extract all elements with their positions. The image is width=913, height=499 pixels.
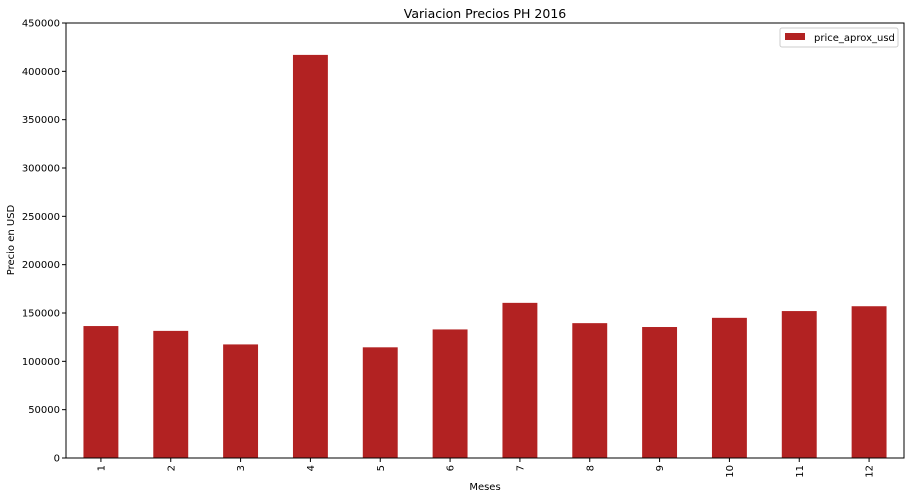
y-tick-label: 50000 bbox=[28, 405, 60, 416]
y-axis-label: Precio en USD bbox=[6, 204, 17, 275]
bar bbox=[432, 329, 468, 458]
bar bbox=[223, 344, 259, 458]
y-axis-ticks: 0 50000 100000 150000 200000 250000 300000 3500… bbox=[22, 19, 66, 465]
x-axis-label: Meses bbox=[469, 482, 500, 493]
legend-label: price_aprox_usd bbox=[814, 33, 895, 44]
x-tick-label: 11 bbox=[795, 465, 806, 478]
x-tick-label: 8 bbox=[585, 465, 596, 471]
x-tick-label: 10 bbox=[725, 465, 736, 478]
y-tick-label: 300000 bbox=[22, 164, 60, 175]
x-tick-label: 1 bbox=[96, 465, 107, 471]
bar bbox=[572, 323, 608, 458]
chart-title: Variacion Precios PH 2016 bbox=[404, 6, 567, 21]
bar bbox=[642, 327, 678, 458]
bar bbox=[781, 311, 817, 458]
x-tick-label: 12 bbox=[865, 465, 876, 478]
bar bbox=[292, 54, 328, 459]
plot-frame bbox=[65, 22, 905, 459]
y-tick-label: 450000 bbox=[22, 19, 60, 30]
y-tick-label: 350000 bbox=[22, 115, 60, 126]
y-tick-label: 0 bbox=[54, 454, 60, 465]
x-axis-ticks: 1 2 3 4 5 6 7 8 9 10 11 12 bbox=[96, 458, 876, 478]
bar bbox=[83, 326, 119, 458]
x-tick-label: 5 bbox=[376, 465, 387, 471]
y-tick-label: 150000 bbox=[22, 309, 60, 320]
x-tick-label: 7 bbox=[515, 465, 526, 471]
y-tick-label: 200000 bbox=[22, 260, 60, 271]
x-tick-label: 9 bbox=[655, 465, 666, 471]
y-tick-label: 400000 bbox=[22, 67, 60, 78]
bar bbox=[502, 302, 538, 458]
x-tick-label: 3 bbox=[236, 465, 247, 471]
x-tick-label: 2 bbox=[166, 465, 177, 471]
bar bbox=[711, 317, 747, 458]
y-tick-label: 100000 bbox=[22, 357, 60, 368]
x-tick-label: 6 bbox=[446, 465, 457, 471]
bar bbox=[362, 347, 398, 458]
legend-box bbox=[779, 27, 899, 48]
x-tick-label: 4 bbox=[306, 465, 317, 471]
bar bbox=[851, 306, 887, 458]
y-tick-label: 250000 bbox=[22, 212, 60, 223]
legend: price_aprox_usd bbox=[779, 27, 899, 48]
bars bbox=[83, 54, 887, 459]
bar bbox=[153, 330, 189, 458]
legend-swatch bbox=[785, 33, 805, 40]
